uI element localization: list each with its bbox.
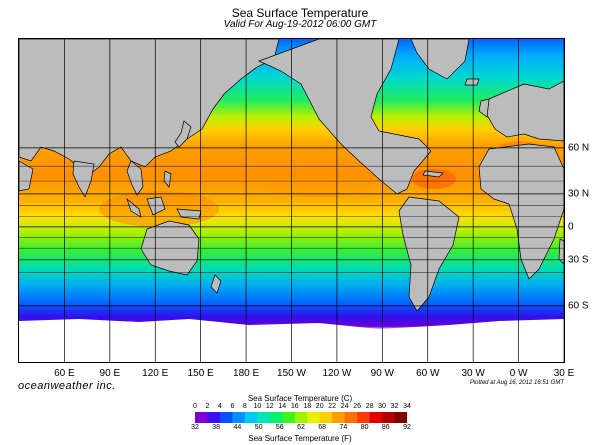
celsius-tick-label: 14 xyxy=(278,403,287,410)
longitude-label: 60 E xyxy=(54,368,75,379)
fahrenheit-tick-label: 80 xyxy=(360,424,369,431)
color-bar-segment xyxy=(219,412,233,423)
color-bar-segment xyxy=(282,412,296,423)
madagascar xyxy=(558,238,564,265)
valid-time-subtitle: Valid For Aug-19-2012 06:00 GMT xyxy=(223,19,377,30)
legend-celsius-ticks: 0 2 4 6 8 10 12 14 16 18 20 22 24 26 28 30 32 34 xyxy=(193,403,411,413)
color-bar-segment xyxy=(195,412,208,423)
warm-pool-gulf-of-mexico xyxy=(412,169,456,189)
celsius-tick-label: 8 xyxy=(242,403,247,410)
celsius-tick-label: 26 xyxy=(353,403,362,410)
fahrenheit-tick-label: 92 xyxy=(403,424,411,431)
celsius-tick-label: 6 xyxy=(230,403,235,410)
south-america xyxy=(398,196,460,312)
fahrenheit-tick-label: 68 xyxy=(318,424,327,431)
longitude-label: 90 W xyxy=(370,368,394,379)
great-britain xyxy=(478,98,490,118)
color-bar-segment xyxy=(294,412,308,423)
longitude-label: 150 E xyxy=(187,368,214,379)
oceanweather-logo: oceanweather inc. xyxy=(18,380,116,392)
fahrenheit-tick-label: 74 xyxy=(339,424,348,431)
longitude-label: 60 W xyxy=(416,368,440,379)
celsius-tick-label: 20 xyxy=(315,403,324,410)
longitude-label: 0 W xyxy=(509,368,528,379)
north-america xyxy=(258,39,432,195)
celsius-tick-label: 12 xyxy=(265,403,274,410)
lat-lon-grid xyxy=(19,39,564,362)
celsius-tick-label: 16 xyxy=(290,403,299,410)
color-bar-segment xyxy=(332,412,346,423)
longitude-label: 90 E xyxy=(99,368,121,379)
fahrenheit-tick-label: 44 xyxy=(233,424,242,431)
celsius-tick-label: 18 xyxy=(303,403,312,410)
color-bar-segment xyxy=(369,412,383,423)
fahrenheit-tick-label: 56 xyxy=(275,424,284,431)
color-bar-segment xyxy=(269,412,283,423)
europe xyxy=(486,80,564,142)
longitude-label: 30 E xyxy=(553,368,575,379)
indochina-peninsula xyxy=(126,160,144,196)
map-title: Sea Surface Temperature xyxy=(231,6,369,20)
japan xyxy=(174,120,192,148)
longitude-label: 120 E xyxy=(142,368,169,379)
latitude-label: 30 S xyxy=(568,254,589,266)
legend-fahrenheit-title: Sea Surface Temperature (F) xyxy=(248,434,352,443)
new-zealand xyxy=(210,274,222,294)
eurasia xyxy=(19,39,280,176)
plotted-timestamp: Plotted at Aug 16, 2012 16:51 GMT xyxy=(469,380,564,386)
celsius-tick-label: 28 xyxy=(365,403,374,410)
indian-subcontinent xyxy=(72,160,95,198)
longitude-label: 180 E xyxy=(233,368,260,379)
temperature-color-bar xyxy=(195,412,407,423)
legend-celsius-title: Sea Surface Temperature (C) xyxy=(247,394,353,403)
color-bar-segment xyxy=(382,412,396,423)
celsius-tick-label: 10 xyxy=(253,403,262,410)
legend-fahrenheit-ticks: 32 38 44 50 56 62 68 74 80 86 92 xyxy=(191,424,411,434)
latitude-label: 60 N xyxy=(568,142,590,154)
celsius-tick-label: 0 xyxy=(193,403,197,410)
color-bar-segment xyxy=(207,412,221,423)
latitude-label: 30 N xyxy=(568,188,590,200)
fahrenheit-tick-label: 86 xyxy=(381,424,390,431)
celsius-tick-label: 22 xyxy=(328,403,337,410)
color-bar-segment xyxy=(357,412,371,423)
sst-map xyxy=(18,38,565,363)
fahrenheit-tick-label: 50 xyxy=(254,424,263,431)
longitude-label: 150 W xyxy=(277,368,306,379)
celsius-tick-label: 34 xyxy=(403,403,411,410)
celsius-tick-label: 2 xyxy=(205,403,210,410)
celsius-tick-label: 24 xyxy=(340,403,349,410)
iceland xyxy=(464,78,480,86)
sst-map-canvas xyxy=(19,39,564,362)
latitude-label: 60 S xyxy=(568,300,589,312)
celsius-tick-label: 32 xyxy=(390,403,399,410)
fahrenheit-tick-label: 32 xyxy=(191,424,199,431)
color-bar-segment xyxy=(307,412,321,423)
color-bar-segment xyxy=(319,412,333,423)
africa xyxy=(478,143,564,280)
longitude-label: 30 W xyxy=(461,368,485,379)
longitude-label: 120 W xyxy=(322,368,352,379)
celsius-tick-label: 30 xyxy=(378,403,386,410)
fahrenheit-tick-label: 38 xyxy=(212,424,221,431)
color-bar-segment xyxy=(232,412,246,423)
fahrenheit-tick-label: 62 xyxy=(297,424,305,431)
greenland xyxy=(410,39,470,80)
color-bar-segment xyxy=(257,412,271,423)
latitude-label: 0 xyxy=(568,221,574,233)
color-bar-segment xyxy=(344,412,358,423)
color-bar-segment xyxy=(244,412,258,423)
celsius-tick-label: 4 xyxy=(217,403,222,410)
borneo xyxy=(146,196,166,216)
philippines xyxy=(163,170,172,188)
color-bar-segment xyxy=(394,412,407,423)
